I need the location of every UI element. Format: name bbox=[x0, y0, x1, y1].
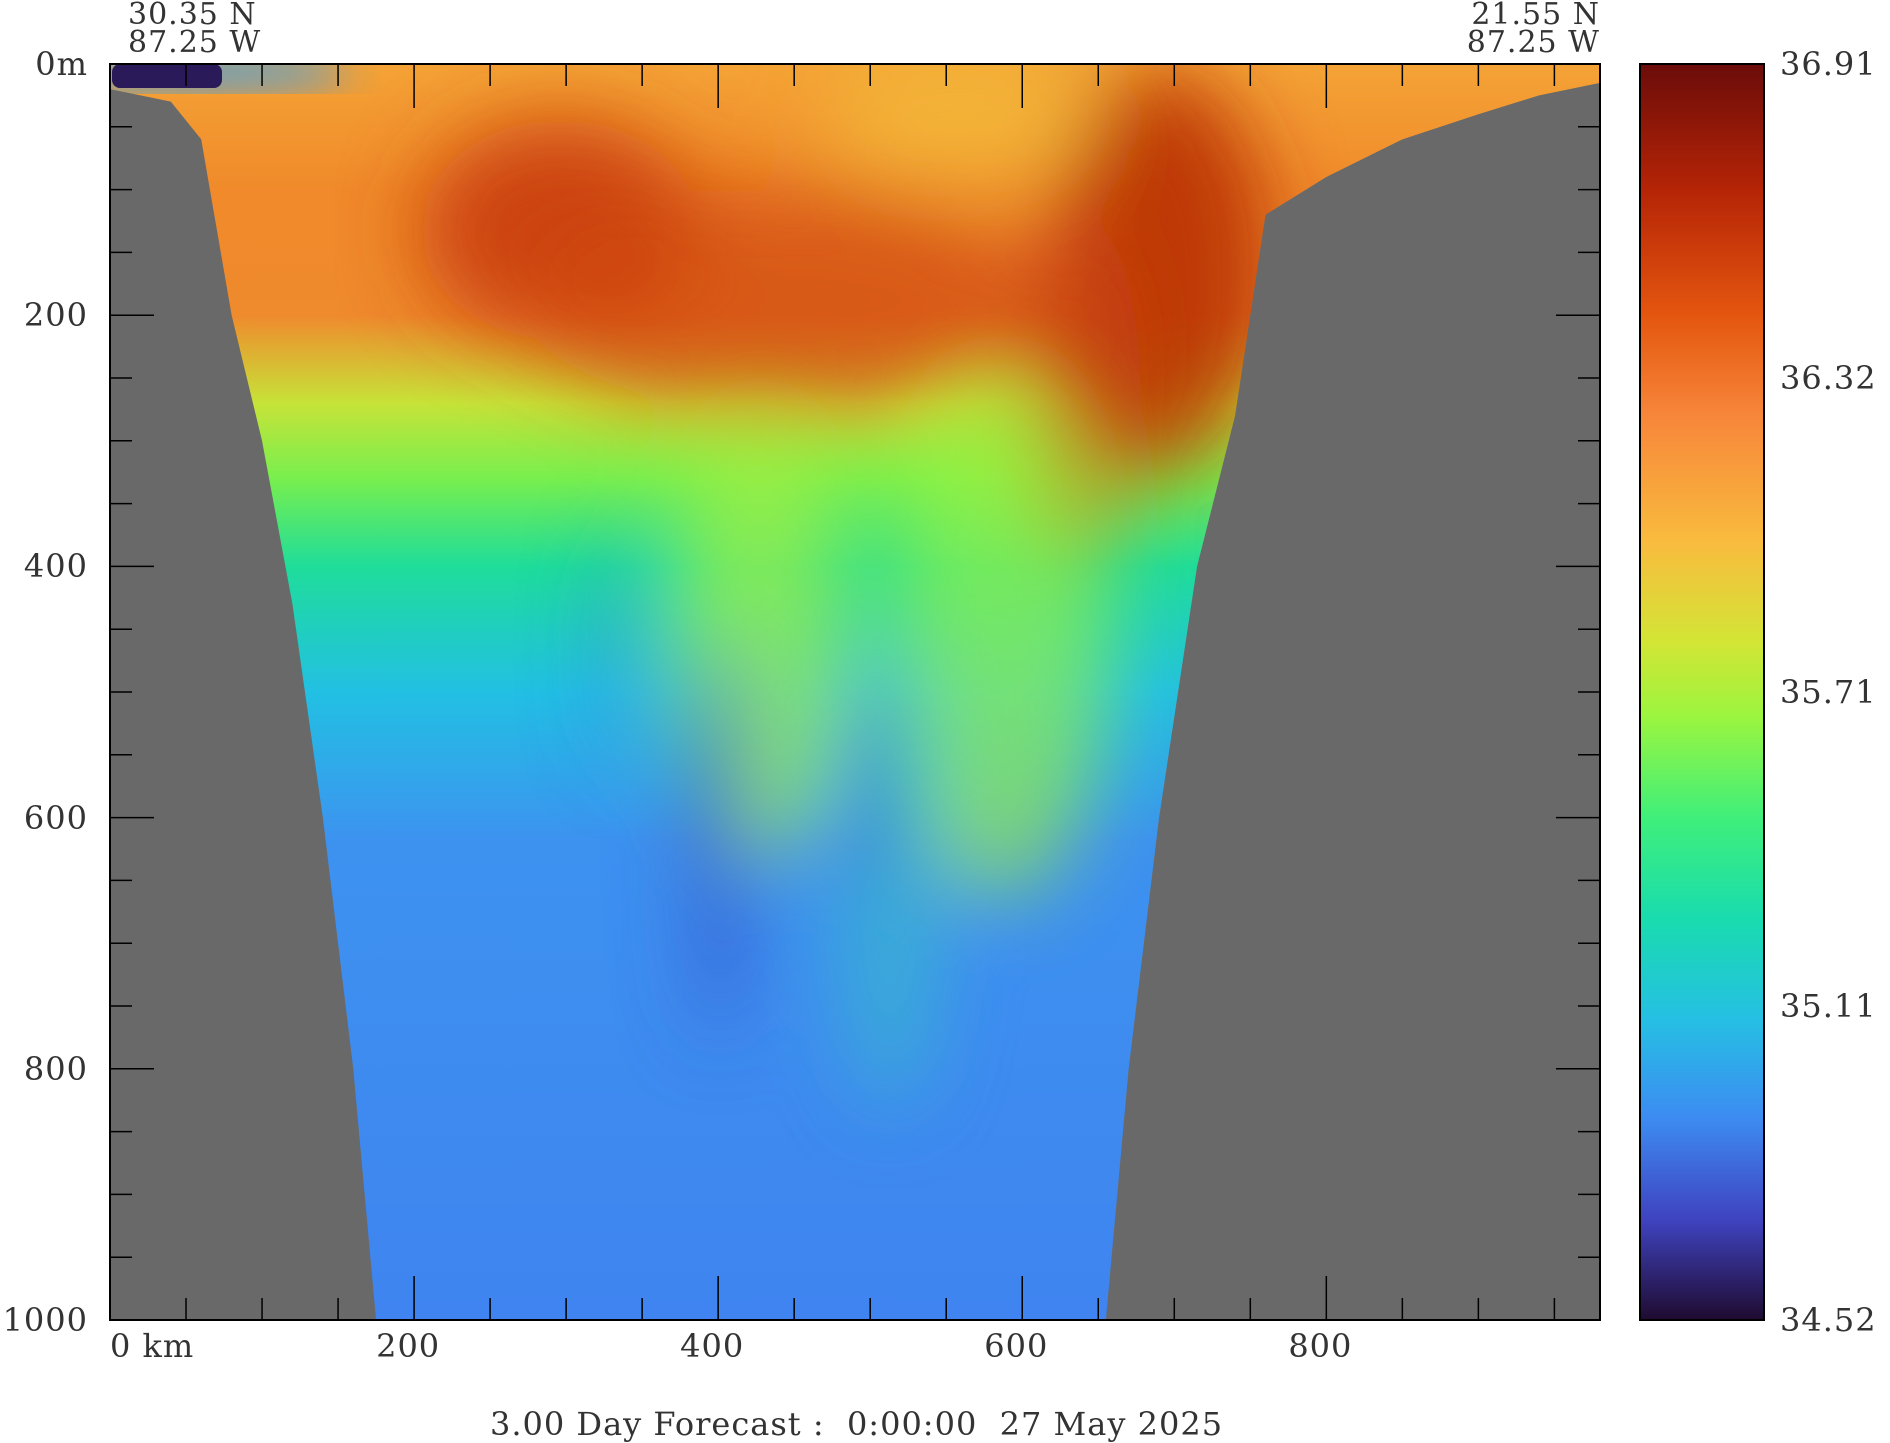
x-tick-label: 200 bbox=[376, 1327, 441, 1365]
colorbar-tick-label: 34.52 bbox=[1780, 1301, 1877, 1339]
left-lat-label: 30.35 N bbox=[128, 0, 257, 32]
colorbar-tick-label: 36.32 bbox=[1780, 359, 1877, 397]
y-tick-label: 400 bbox=[23, 547, 88, 586]
x-tick-label: 800 bbox=[1288, 1327, 1353, 1365]
left-lon-label: 87.25 W bbox=[128, 25, 262, 60]
colorbar-tick-label: 36.91 bbox=[1780, 45, 1877, 83]
y-tick-label: 200 bbox=[23, 296, 88, 335]
x-tick-label: 400 bbox=[680, 1327, 745, 1365]
colorbar-tick-label: 35.11 bbox=[1780, 987, 1877, 1025]
colorbar-tick-label: 35.71 bbox=[1780, 673, 1877, 711]
x-tick-label: 600 bbox=[984, 1327, 1049, 1365]
right-lon-label: 87.25 W bbox=[1466, 25, 1600, 60]
y-tick-label: 600 bbox=[23, 798, 88, 837]
y-tick-label: 800 bbox=[23, 1049, 88, 1088]
y-tick-label: 1000 bbox=[2, 1301, 88, 1339]
axes bbox=[109, 63, 1601, 1321]
colorbar bbox=[1639, 63, 1765, 1321]
right-lat-label: 21.55 N bbox=[1471, 0, 1600, 32]
land-mask bbox=[110, 64, 1600, 1320]
forecast-label: 3.00 Day Forecast : 0:00:00 27 May 2025 bbox=[490, 1405, 1224, 1443]
x-tick-label: 0 km bbox=[110, 1327, 195, 1365]
y-tick-label: 0m bbox=[35, 45, 88, 83]
land-left bbox=[110, 64, 377, 1320]
land-right bbox=[1105, 64, 1600, 1320]
